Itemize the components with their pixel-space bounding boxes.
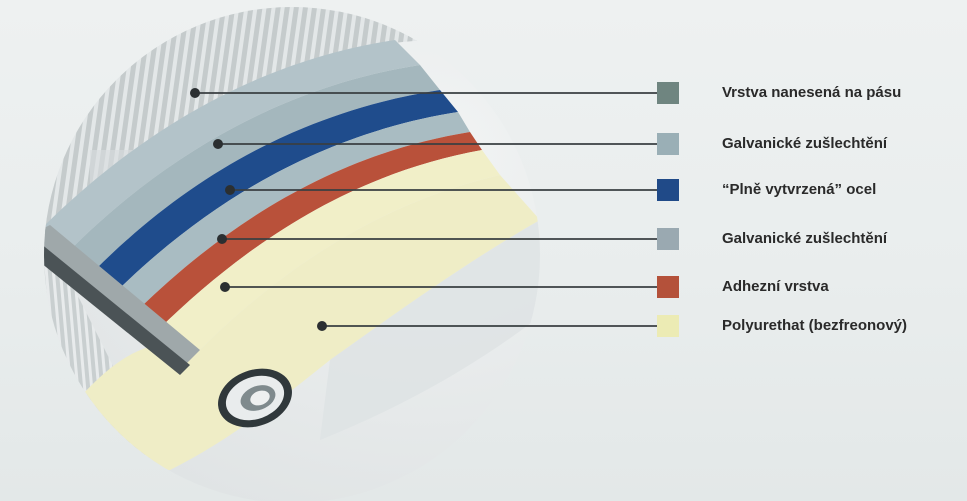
leader-dot-5 <box>220 282 230 292</box>
legend-label-5: Adhezní vrstva <box>722 278 829 295</box>
leader-dot-3 <box>225 185 235 195</box>
layer-band-2 <box>70 65 440 270</box>
legend-label-6: Polyurethat (bezfreonový) <box>722 317 908 334</box>
legend-label-2: Galvanické zušlechtění <box>722 135 888 152</box>
legend-swatch-3 <box>657 179 679 201</box>
layer-band-4 <box>118 112 470 310</box>
leader-dot-4 <box>217 234 227 244</box>
layer-band-5 <box>138 132 482 330</box>
layer-band-1 <box>44 40 420 250</box>
legend-swatch-1 <box>657 82 679 104</box>
legend-label-3: “Plně vytvrzená” ocel <box>722 181 877 198</box>
leader-lines <box>190 88 657 331</box>
legend-label-4: Galvanické zušlechtění <box>722 230 888 247</box>
legend-swatch-6 <box>657 315 679 337</box>
legend-label-1: Vrstva nanesená na pásu <box>722 84 902 101</box>
layer-band-6 <box>158 150 500 350</box>
legend-swatch-5 <box>657 276 679 298</box>
leader-dot-1 <box>190 88 200 98</box>
layer-band-3 <box>95 90 458 290</box>
leader-dot-2 <box>213 139 223 149</box>
leader-dot-6 <box>317 321 327 331</box>
legend-swatch-2 <box>657 133 679 155</box>
legend-swatch-4 <box>657 228 679 250</box>
